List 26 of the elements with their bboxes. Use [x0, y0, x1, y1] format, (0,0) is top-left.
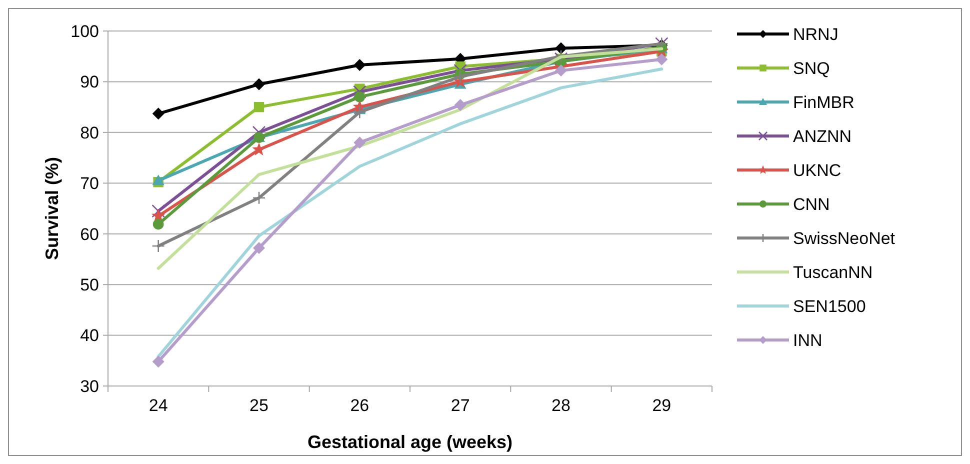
legend-label: ANZNN: [793, 126, 852, 146]
y-tick-label: 50: [80, 276, 99, 295]
x-tick-label: 27: [450, 396, 470, 415]
x-tick-label: 28: [552, 396, 570, 415]
y-axis-title: Survival (%): [42, 156, 62, 260]
legend-label: NRNJ: [793, 24, 838, 44]
legend-label: CNN: [793, 194, 830, 214]
y-tick-label: 60: [80, 224, 99, 244]
y-tick-label: 40: [80, 326, 99, 346]
legend-label: INN: [793, 330, 822, 350]
legend-label: UKNC: [793, 160, 842, 180]
y-tick-label: 90: [80, 72, 99, 92]
y-tick-label: 100: [70, 22, 99, 41]
y-tick-label: 80: [80, 123, 99, 142]
x-tick-label: 29: [652, 396, 672, 415]
legend-label: SwissNeoNet: [793, 228, 896, 248]
x-tick-label: 26: [350, 396, 370, 415]
y-tick-label: 30: [80, 376, 99, 396]
x-tick-label: 24: [148, 396, 168, 415]
x-axis-title: Gestational age (weeks): [307, 432, 513, 452]
legend-label: FinMBR: [793, 92, 854, 112]
legend-label: SEN1500: [793, 296, 866, 316]
legend-label: TuscanNN: [793, 262, 873, 282]
x-tick-label: 25: [250, 396, 268, 415]
legend-label: SNQ: [793, 58, 830, 78]
y-tick-label: 70: [80, 174, 99, 194]
